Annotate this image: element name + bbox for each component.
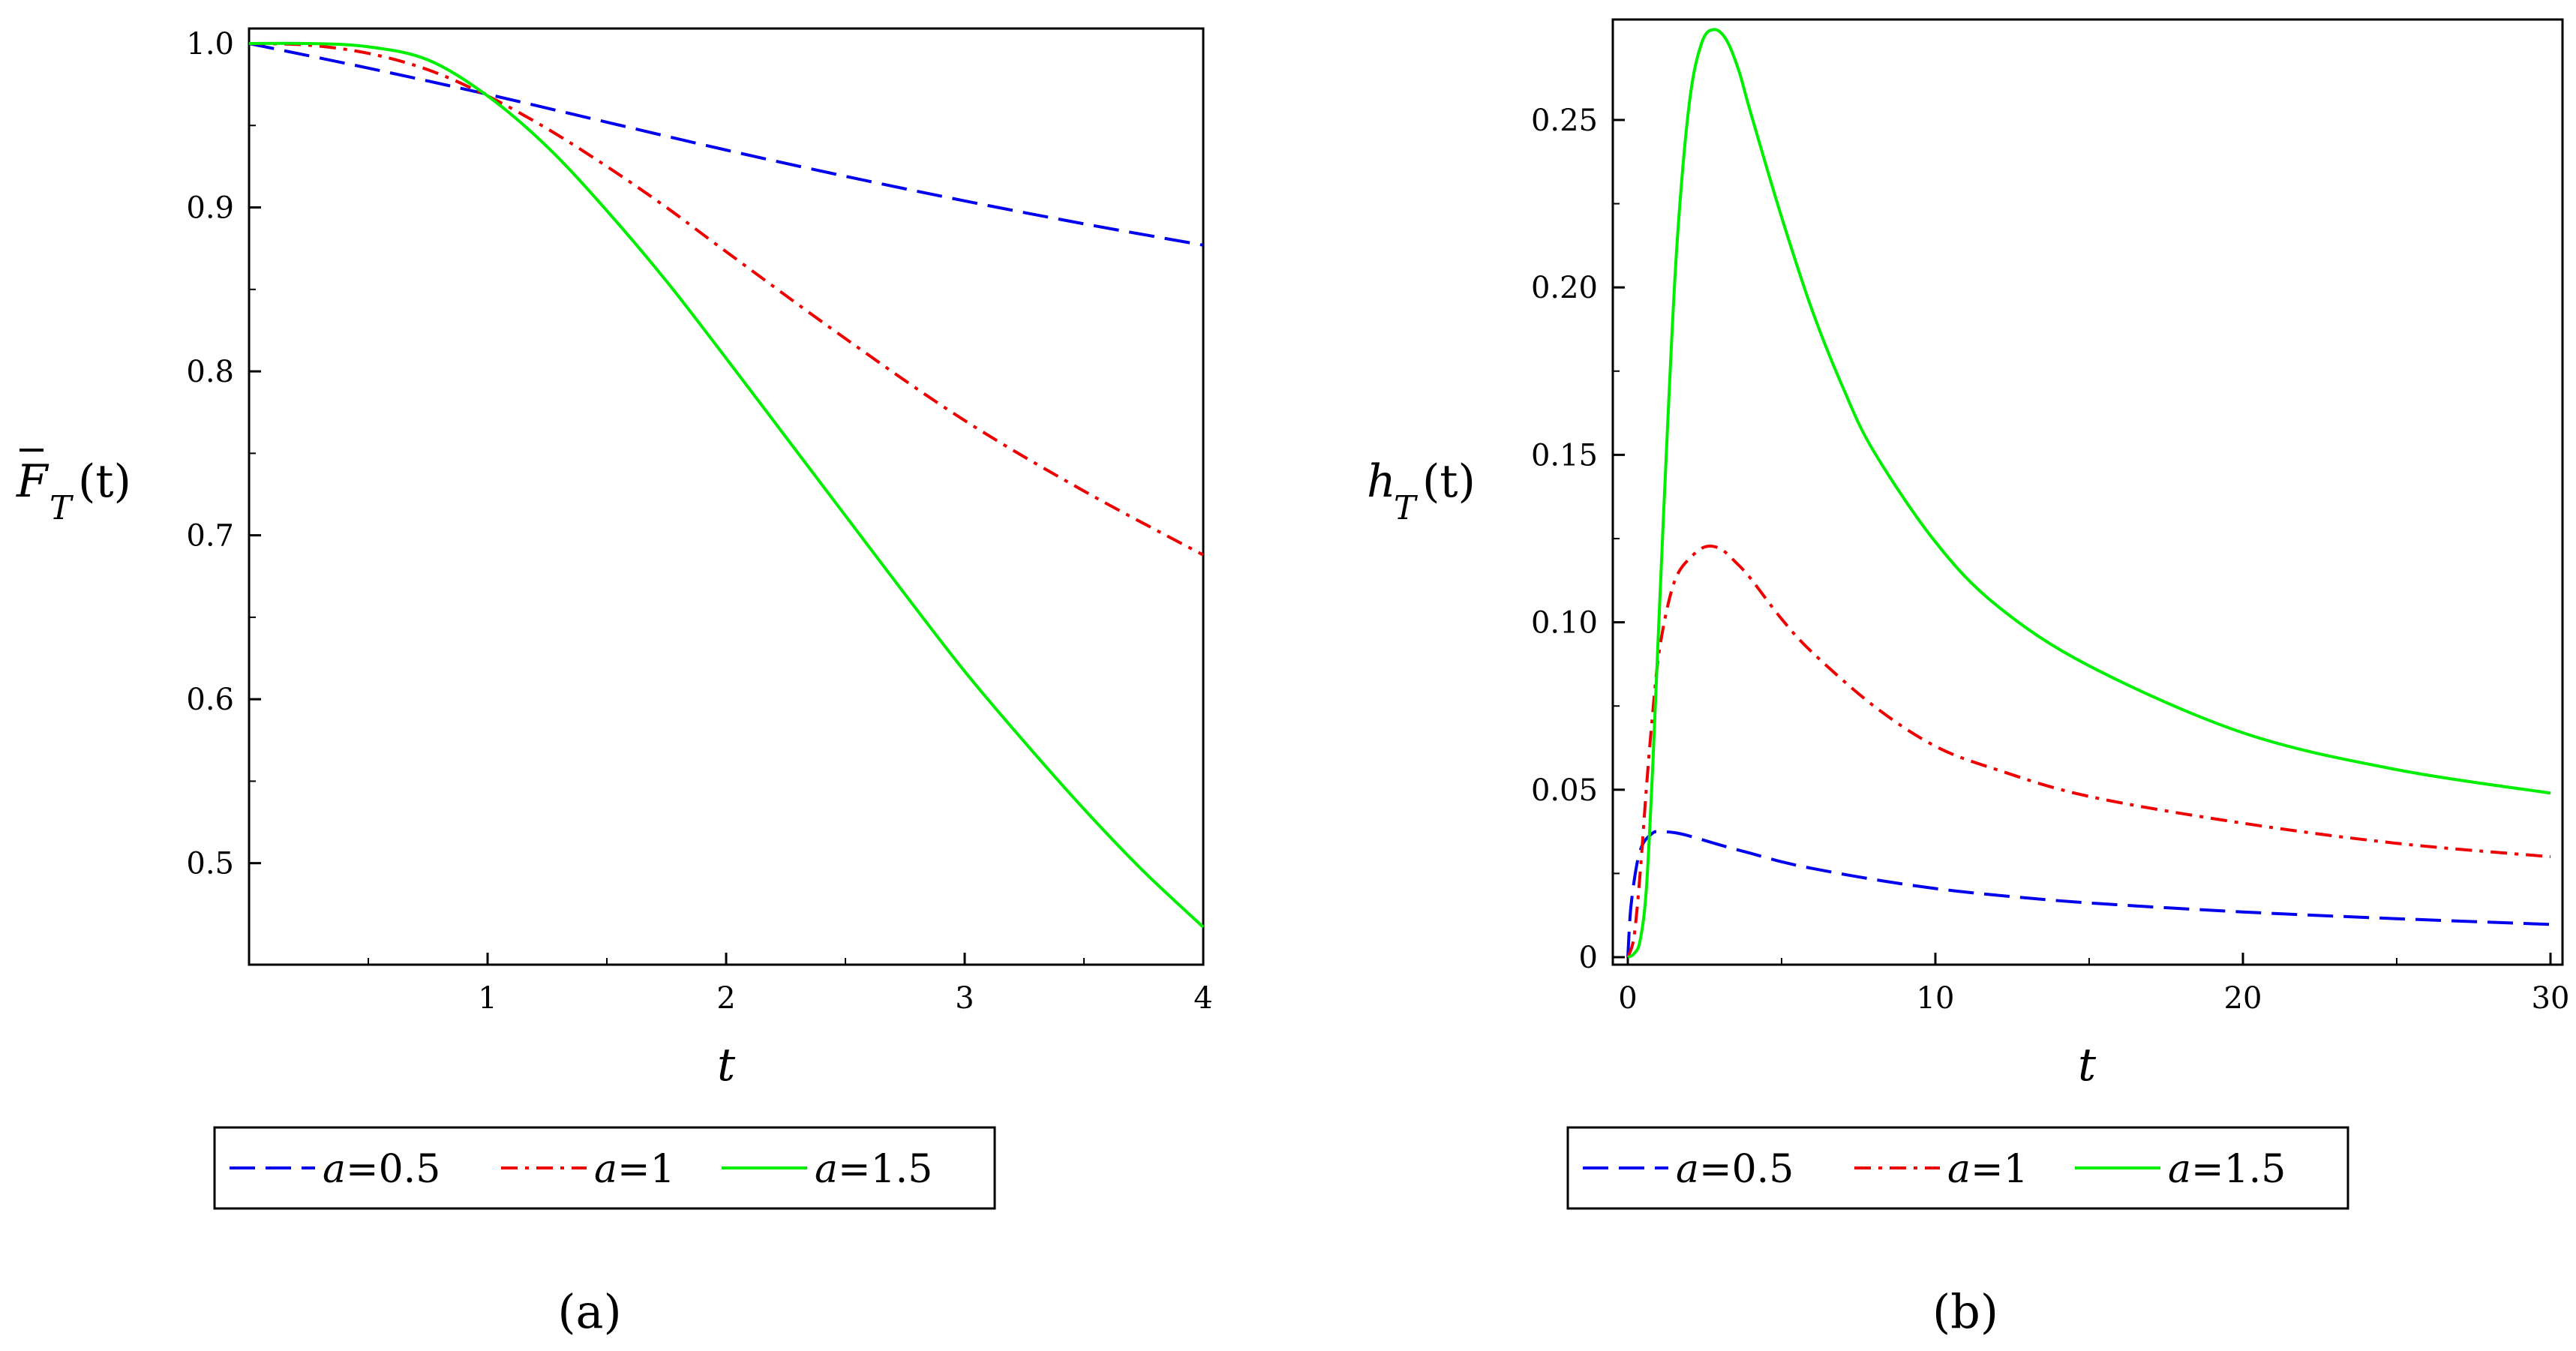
panel-b-series bbox=[1626, 28, 2551, 959]
panel-a-y-label-main: F bbox=[16, 455, 50, 508]
panel-a-y-tick-label: 0.6 bbox=[186, 683, 234, 717]
panel-a-x-tick-label: 1 bbox=[478, 981, 497, 1016]
panel-a-series-line-2 bbox=[248, 41, 1205, 929]
panel-b-legend: a=0.5 a=1 a=1.5 bbox=[1566, 1126, 2349, 1210]
panel-b-legend-label-a15: a=1.5 bbox=[2168, 1147, 2286, 1192]
panel-b-y-label-main: h bbox=[1367, 455, 1396, 508]
panel-b-y-tick-label: 0.10 bbox=[1531, 606, 1598, 641]
panel-b-series-line-1 bbox=[1626, 544, 2551, 958]
panel-a-x-tick-label: 3 bbox=[955, 981, 974, 1016]
panel-a-y-axis-label: F T (t) bbox=[16, 449, 131, 527]
panel-a-y-label-suffix: (t) bbox=[78, 455, 131, 508]
panel-b-y-tick-label: 0.25 bbox=[1531, 104, 1598, 138]
panel-a-legend-box bbox=[213, 1126, 996, 1210]
panel-b-y-label-suffix: (t) bbox=[1422, 455, 1476, 508]
panel-b-legend-label-a05: a=0.5 bbox=[1676, 1147, 1794, 1192]
panel-b-y-tick-label: 0.15 bbox=[1531, 438, 1598, 473]
panel-a-y-tick-label: 0.8 bbox=[186, 355, 234, 389]
panel-a-series-line-1 bbox=[248, 42, 1204, 557]
panel-a-x-axis-label: t bbox=[717, 1039, 736, 1091]
panel-b-x-tick-label: 10 bbox=[1917, 981, 1955, 1016]
panel-a-caption: (a) bbox=[557, 1284, 621, 1339]
panel-b-x-tick-label: 20 bbox=[2224, 981, 2262, 1016]
panel-a-y-label-subscript: T bbox=[50, 489, 74, 527]
panel-b-y-tick-label: 0.20 bbox=[1531, 271, 1598, 305]
panel-b-legend-box bbox=[1566, 1126, 2349, 1210]
panel-b-y-axis-label: h T (t) bbox=[1367, 455, 1476, 527]
panel-a-series-line-0 bbox=[248, 42, 1204, 247]
panel-b-y-tick-label: 0.05 bbox=[1531, 773, 1598, 808]
panel-a-y-tick-label: 0.7 bbox=[186, 519, 234, 554]
panel-b-y-tick-label: 0 bbox=[1579, 941, 1598, 975]
panel-b-ticks: 0 0.05 0.10 0.15 0.20 0.25 0 10 20 30 bbox=[1531, 104, 2570, 1016]
panel-a-x-tick-label: 4 bbox=[1193, 981, 1212, 1016]
panel-a-legend-label-a05: a=0.5 bbox=[323, 1147, 440, 1192]
panel-b-plot-frame bbox=[1611, 18, 2564, 966]
panel-a-y-tick-label: 1.0 bbox=[186, 27, 234, 62]
panel-a-ticks: 0.5 0.6 0.7 0.8 0.9 1.0 1 2 3 4 bbox=[186, 27, 1212, 1016]
panel-a-legend-label-a15: a=1.5 bbox=[815, 1147, 932, 1192]
panel-b-x-tick-label: 0 bbox=[1618, 981, 1637, 1016]
panel-b-x-tick-label: 30 bbox=[2532, 981, 2570, 1016]
panel-b-hazard-chart: 0 0.05 0.10 0.15 0.20 0.25 0 10 20 30 t h T (t) a… bbox=[1367, 18, 2570, 1339]
panel-b-y-label-subscript: T bbox=[1394, 489, 1419, 527]
panel-b-series-line-2 bbox=[1627, 28, 2551, 959]
panel-a-legend-label-a1: a=1 bbox=[594, 1147, 675, 1192]
panel-a-legend: a=0.5 a=1 a=1.5 bbox=[213, 1126, 996, 1210]
panel-a-survival-chart: 0.5 0.6 0.7 0.8 0.9 1.0 1 2 3 4 t F T (t) a=0.5 a… bbox=[16, 27, 1213, 1339]
panel-b-series-line-0 bbox=[1626, 830, 2551, 958]
panel-a-x-tick-label: 2 bbox=[716, 981, 735, 1016]
panel-b-legend-label-a1: a=1 bbox=[1947, 1147, 2028, 1192]
panel-a-y-tick-label: 0.5 bbox=[186, 847, 234, 881]
panel-b-caption: (b) bbox=[1932, 1284, 1998, 1339]
panel-b-x-axis-label: t bbox=[2078, 1039, 2097, 1091]
panel-a-plot-frame bbox=[248, 27, 1205, 966]
panel-a-y-tick-label: 0.9 bbox=[186, 191, 234, 226]
panel-a-series bbox=[248, 41, 1205, 929]
